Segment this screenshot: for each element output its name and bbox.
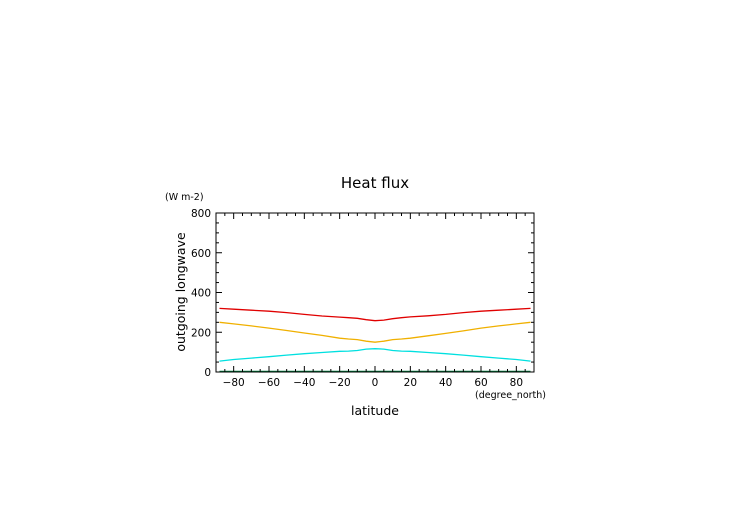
y-tick-label: 200 bbox=[191, 327, 211, 339]
y-units-label: (W m-2) bbox=[165, 192, 204, 203]
y-tick-label: 0 bbox=[204, 367, 211, 379]
x-tick-label: 60 bbox=[474, 377, 487, 389]
x-units-label: (degree_north) bbox=[475, 390, 546, 401]
x-tick-label: −80 bbox=[223, 377, 245, 389]
x-tick-label: 40 bbox=[439, 377, 452, 389]
series-layer bbox=[219, 307, 531, 373]
x-axis-label: latitude bbox=[351, 403, 399, 418]
y-tick-label: 800 bbox=[191, 208, 211, 220]
series-line-1 bbox=[219, 307, 531, 322]
x-tick-label: 80 bbox=[510, 377, 523, 389]
series-line-3 bbox=[219, 348, 531, 362]
y-tick-label: 600 bbox=[191, 248, 211, 260]
x-tick-label: 0 bbox=[372, 377, 379, 389]
y-axis-label: outgoing longwave bbox=[173, 232, 188, 352]
y-tick-label: 400 bbox=[191, 288, 211, 300]
x-tick-label: −60 bbox=[258, 377, 280, 389]
plot-frame bbox=[215, 212, 535, 373]
series-line-2 bbox=[219, 321, 531, 343]
x-tick-label: −40 bbox=[293, 377, 315, 389]
chart-title: Heat flux bbox=[341, 174, 409, 192]
x-tick-label: −20 bbox=[329, 377, 351, 389]
x-tick-label: 20 bbox=[404, 377, 417, 389]
